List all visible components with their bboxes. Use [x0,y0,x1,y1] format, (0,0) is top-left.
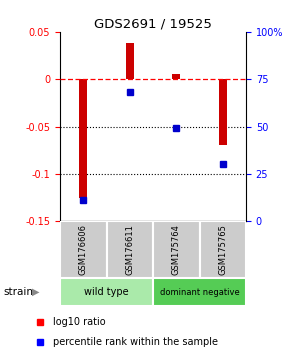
Bar [219,79,227,145]
Text: dominant negative: dominant negative [160,287,239,297]
Text: GSM175764: GSM175764 [172,224,181,275]
Text: wild type: wild type [84,287,129,297]
Text: percentile rank within the sample: percentile rank within the sample [53,337,218,347]
Text: GSM176611: GSM176611 [125,224,134,275]
Title: GDS2691 / 19525: GDS2691 / 19525 [94,18,212,31]
Bar [60,278,153,306]
Text: log10 ratio: log10 ratio [53,318,106,327]
Bar [172,74,180,79]
Bar [200,221,246,278]
Text: ▶: ▶ [32,287,39,297]
Bar [79,79,87,198]
Text: strain: strain [3,287,33,297]
Bar [126,43,134,79]
Bar [153,278,246,306]
Bar [153,221,200,278]
Text: GSM176606: GSM176606 [79,224,88,275]
Bar [106,221,153,278]
Bar [60,221,106,278]
Text: GSM175765: GSM175765 [218,224,227,275]
